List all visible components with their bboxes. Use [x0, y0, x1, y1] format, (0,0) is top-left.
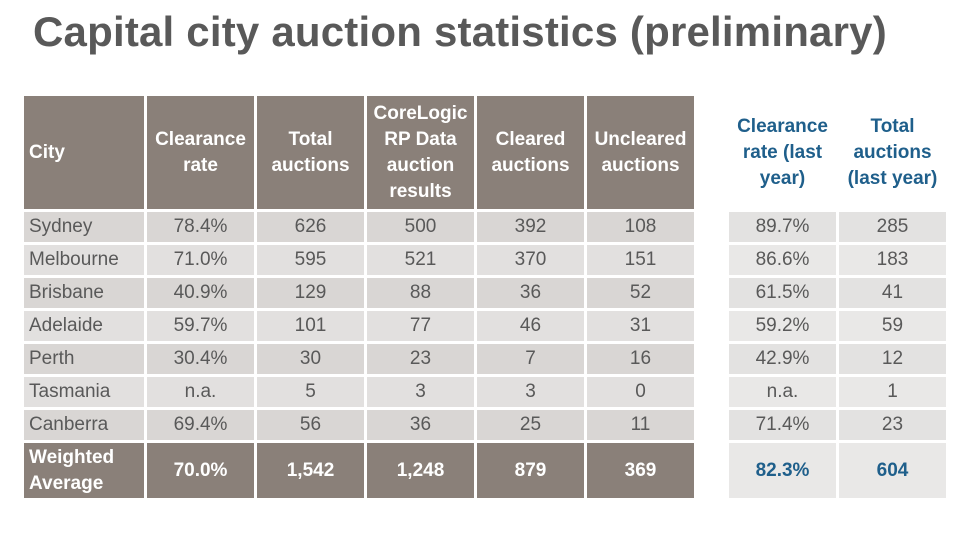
clearance-rate-last-year-cell: 89.7%	[729, 212, 836, 242]
uncleared-auctions-cell: 151	[587, 245, 694, 275]
auction-stats-table: City Clearance rate Total auctions CoreL…	[21, 93, 697, 501]
total-auctions-last-year-cell: 23	[839, 410, 946, 440]
total-auctions-cell: 5	[257, 377, 364, 407]
table-row: 61.5% 41	[729, 278, 946, 308]
corelogic-results-cell: 36	[367, 410, 474, 440]
table-row: n.a. 1	[729, 377, 946, 407]
clearance-rate-last-year-cell: 71.4%	[729, 410, 836, 440]
uncleared-auctions-cell: 11	[587, 410, 694, 440]
weighted-average-row: Weighted Average 70.0% 1,542 1,248 879 3…	[24, 443, 694, 498]
cleared-auctions-cell: 392	[477, 212, 584, 242]
header-total-auctions-last-year: Total auctions (last year)	[839, 96, 946, 209]
clearance-rate-cell: 69.4%	[147, 410, 254, 440]
city-cell: Brisbane	[24, 278, 144, 308]
weighted-clearance-rate: 70.0%	[147, 443, 254, 498]
weighted-corelogic-results: 1,248	[367, 443, 474, 498]
corelogic-results-cell: 88	[367, 278, 474, 308]
weighted-total-auctions: 1,542	[257, 443, 364, 498]
total-auctions-last-year-cell: 285	[839, 212, 946, 242]
weighted-uncleared-auctions: 369	[587, 443, 694, 498]
header-clearance-rate: Clearance rate	[147, 96, 254, 209]
table-row: Canberra 69.4% 56 36 25 11	[24, 410, 694, 440]
header-row: Clearance rate (last year) Total auction…	[729, 96, 946, 209]
cleared-auctions-cell: 36	[477, 278, 584, 308]
clearance-rate-cell: 71.0%	[147, 245, 254, 275]
header-city: City	[24, 96, 144, 209]
clearance-rate-cell: 40.9%	[147, 278, 254, 308]
clearance-rate-last-year-cell: 61.5%	[729, 278, 836, 308]
corelogic-results-cell: 500	[367, 212, 474, 242]
uncleared-auctions-cell: 31	[587, 311, 694, 341]
clearance-rate-last-year-cell: 59.2%	[729, 311, 836, 341]
total-auctions-cell: 101	[257, 311, 364, 341]
header-clearance-rate-last-year: Clearance rate (last year)	[729, 96, 836, 209]
corelogic-results-cell: 23	[367, 344, 474, 374]
table-row: Tasmania n.a. 5 3 3 0	[24, 377, 694, 407]
city-cell: Sydney	[24, 212, 144, 242]
cleared-auctions-cell: 3	[477, 377, 584, 407]
clearance-rate-cell: n.a.	[147, 377, 254, 407]
clearance-rate-cell: 78.4%	[147, 212, 254, 242]
total-auctions-last-year-cell: 59	[839, 311, 946, 341]
clearance-rate-cell: 30.4%	[147, 344, 254, 374]
table-row: Sydney 78.4% 626 500 392 108	[24, 212, 694, 242]
total-auctions-last-year-cell: 183	[839, 245, 946, 275]
clearance-rate-cell: 59.7%	[147, 311, 254, 341]
city-cell: Melbourne	[24, 245, 144, 275]
cleared-auctions-cell: 7	[477, 344, 584, 374]
weighted-clearance-rate-last-year: 82.3%	[729, 443, 836, 498]
table-row: Brisbane 40.9% 129 88 36 52	[24, 278, 694, 308]
uncleared-auctions-cell: 0	[587, 377, 694, 407]
total-auctions-cell: 595	[257, 245, 364, 275]
total-auctions-last-year-cell: 12	[839, 344, 946, 374]
clearance-rate-last-year-cell: n.a.	[729, 377, 836, 407]
corelogic-results-cell: 3	[367, 377, 474, 407]
header-row: City Clearance rate Total auctions CoreL…	[24, 96, 694, 209]
corelogic-results-cell: 77	[367, 311, 474, 341]
clearance-rate-last-year-cell: 42.9%	[729, 344, 836, 374]
city-cell: Canberra	[24, 410, 144, 440]
cleared-auctions-cell: 25	[477, 410, 584, 440]
table-row: 89.7% 285	[729, 212, 946, 242]
total-auctions-last-year-cell: 1	[839, 377, 946, 407]
cleared-auctions-cell: 370	[477, 245, 584, 275]
city-cell: Tasmania	[24, 377, 144, 407]
total-auctions-cell: 56	[257, 410, 364, 440]
uncleared-auctions-cell: 16	[587, 344, 694, 374]
table-row: 86.6% 183	[729, 245, 946, 275]
table-row: 59.2% 59	[729, 311, 946, 341]
table-row: 71.4% 23	[729, 410, 946, 440]
header-cleared-auctions: Cleared auctions	[477, 96, 584, 209]
header-uncleared-auctions: Uncleared auctions	[587, 96, 694, 209]
total-auctions-cell: 30	[257, 344, 364, 374]
table-row: Perth 30.4% 30 23 7 16	[24, 344, 694, 374]
weighted-cleared-auctions: 879	[477, 443, 584, 498]
uncleared-auctions-cell: 108	[587, 212, 694, 242]
total-auctions-cell: 626	[257, 212, 364, 242]
uncleared-auctions-cell: 52	[587, 278, 694, 308]
clearance-rate-last-year-cell: 86.6%	[729, 245, 836, 275]
total-auctions-last-year-cell: 41	[839, 278, 946, 308]
table-row: 42.9% 12	[729, 344, 946, 374]
corelogic-results-cell: 521	[367, 245, 474, 275]
city-cell: Perth	[24, 344, 144, 374]
table-row: Melbourne 71.0% 595 521 370 151	[24, 245, 694, 275]
city-cell: Adelaide	[24, 311, 144, 341]
page-title: Capital city auction statistics (prelimi…	[33, 8, 887, 55]
weighted-average-row: 82.3% 604	[729, 443, 946, 498]
header-corelogic-results: CoreLogic RP Data auction results	[367, 96, 474, 209]
total-auctions-cell: 129	[257, 278, 364, 308]
weighted-total-auctions-last-year: 604	[839, 443, 946, 498]
weighted-average-label: Weighted Average	[24, 443, 144, 498]
header-total-auctions: Total auctions	[257, 96, 364, 209]
cleared-auctions-cell: 46	[477, 311, 584, 341]
table-row: Adelaide 59.7% 101 77 46 31	[24, 311, 694, 341]
last-year-table: Clearance rate (last year) Total auction…	[726, 93, 949, 501]
